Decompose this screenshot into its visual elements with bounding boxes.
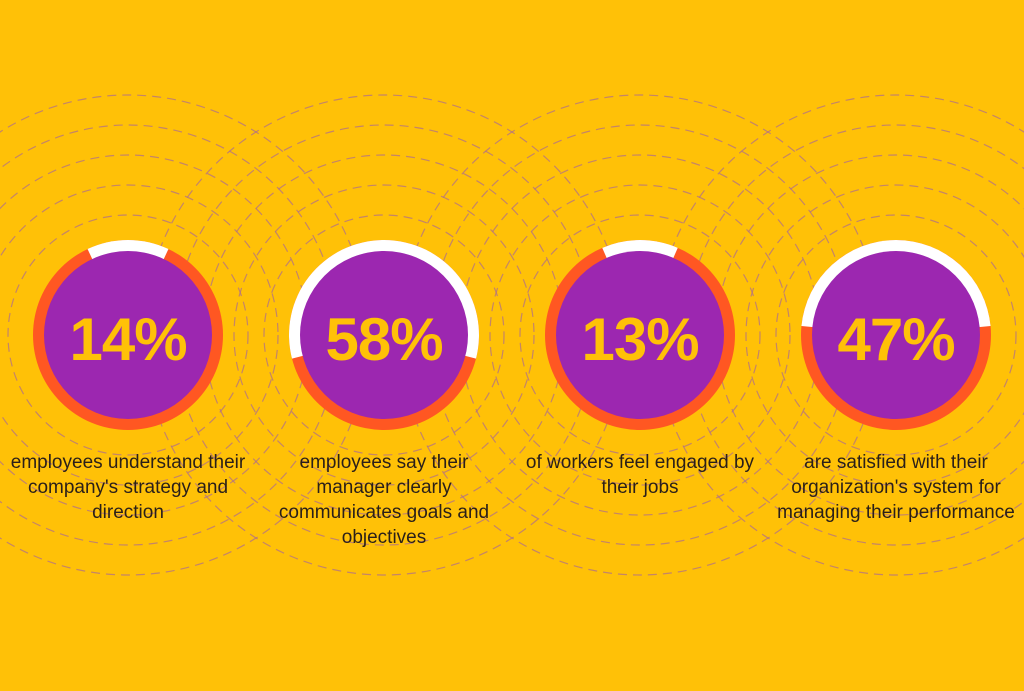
stat-caption-3: of workers feel engaged by their jobs (525, 452, 755, 498)
dashed-ring-3-1 (519, 214, 761, 456)
inner-circle-3 (556, 251, 724, 419)
dashed-ring-1-2 (0, 184, 279, 486)
inner-circle-4 (812, 251, 980, 419)
stat-card-4: 47% are satisfied with their organizatio… (768, 0, 1024, 691)
gauge-2 (289, 240, 479, 430)
stat-value-2: 58% (325, 306, 443, 373)
gauge-3 (545, 240, 735, 430)
dashed-ring-3-2 (489, 184, 791, 486)
dashed-ring-2-1 (263, 214, 505, 456)
gauge-4 (801, 239, 991, 430)
stat-value-1: 14% (69, 306, 187, 373)
stat-caption-4: are satisfied with their organization's … (777, 452, 1015, 523)
dashed-ring-4-1 (775, 214, 1017, 456)
gauge-1 (33, 239, 223, 430)
stat-card-1: 14% employees understand their company's… (0, 0, 256, 691)
stat-card-3: 13% of workers feel engaged by their job… (512, 0, 768, 691)
inner-circle-2 (300, 251, 468, 419)
stat-caption-1: employees understand their company's str… (10, 452, 246, 523)
dashed-ring-1-1 (7, 214, 249, 456)
dashed-ring-4-2 (745, 184, 1024, 486)
dashed-ring-4-3 (715, 154, 1024, 516)
dashed-ring-2-2 (233, 184, 535, 486)
stat-value-3: 13% (581, 306, 699, 373)
stat-value-4: 47% (837, 306, 955, 373)
stat-card-2: 58% employees say their manager clearly … (256, 0, 512, 691)
inner-circle-1 (44, 251, 212, 419)
stat-caption-2: employees say their manager clearly comm… (278, 452, 490, 548)
